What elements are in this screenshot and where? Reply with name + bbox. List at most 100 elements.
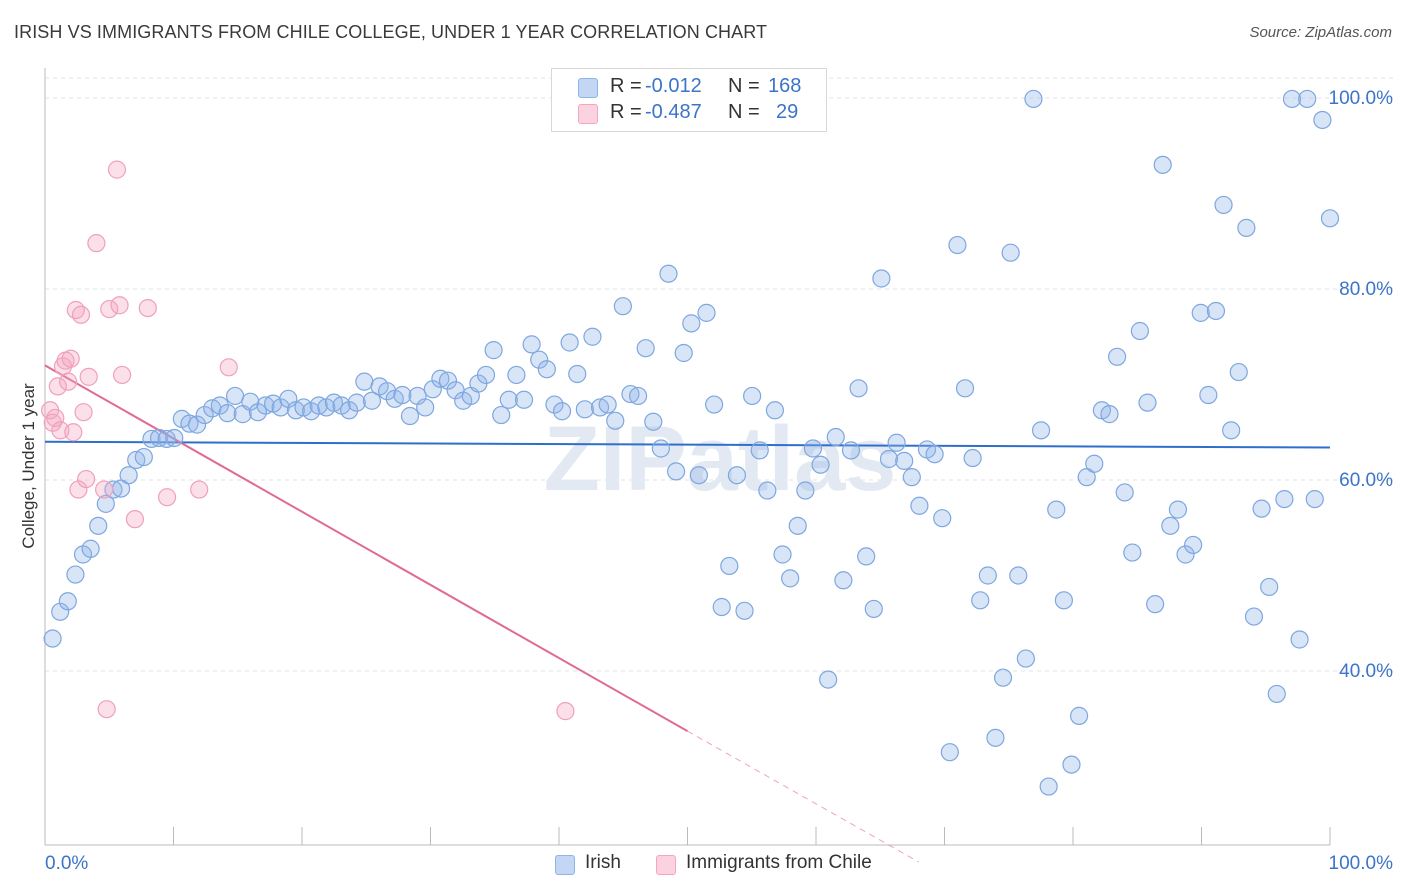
irish-point [1260,577,1279,597]
irish-point [872,269,891,288]
chile-point [107,160,127,179]
irish-point [484,341,503,360]
irish-point [659,264,678,283]
irish-point [89,516,108,535]
axes [44,68,1331,846]
irish-point [1153,155,1172,174]
irish-point [1031,421,1051,440]
irish-point [727,466,747,485]
irish-point [682,314,701,333]
irish-point [788,516,807,535]
irish-point [66,565,85,584]
y-axis-label: College, Under 1 year [19,383,38,549]
irish-point [256,396,275,415]
irish-point [1199,385,1218,405]
irish-point [1039,777,1058,796]
irish-point [149,428,169,448]
chile-point [48,377,67,396]
irish-point [423,380,442,399]
irish-point [1123,543,1142,562]
chile-point [43,413,62,432]
irish-point [1222,421,1241,440]
irish-point [1001,243,1020,262]
irish-point [1009,566,1028,585]
irish-point [674,343,693,363]
irish-point [986,728,1005,747]
irish-point [545,395,564,414]
chile-point [59,372,78,391]
irish-point [1290,630,1309,649]
irish-point [948,235,967,255]
irish-point [796,481,815,500]
y-tick-label: 40.0% [1339,661,1393,682]
irish-point [758,481,777,500]
irish-point [841,441,861,460]
chile-point [138,299,157,318]
chile-point [112,365,132,385]
r-label: R = [610,75,642,97]
irish-point [773,545,792,564]
r-label: R = [610,101,642,123]
n-label: N = [728,75,760,97]
legend-row-irish: R = -0.012 N = 168 [552,75,826,101]
irish-point [165,428,184,448]
irish-point [583,327,602,346]
irish-point [971,591,990,610]
irish-point [1214,195,1233,215]
irish-point [195,405,214,425]
irish-point [1069,706,1089,725]
irish-point [887,433,906,452]
chart-title: IRISH VS IMMIGRANTS FROM CHILE COLLEGE, … [14,22,768,42]
y-tick-label: 100.0% [1329,88,1394,109]
y-tick-label: 60.0% [1339,470,1393,491]
irish-point [1298,89,1317,109]
irish-point [1168,500,1188,519]
chile-point [61,349,80,368]
irish-point [187,415,207,434]
chile-point [556,702,575,721]
irish-point [560,333,579,352]
irish-point [340,401,359,420]
irish-point [1108,347,1127,366]
irish-point [1024,89,1043,109]
irish-point [963,448,982,468]
chile-point [219,358,238,377]
irish-point [781,569,800,588]
n-value: 168 [768,75,802,97]
grid-lines [45,77,1395,672]
irish-point [530,350,549,369]
watermark: ZIPatlas [544,408,897,510]
irish-point [834,571,853,590]
irish-point [819,670,838,689]
irish-point [119,466,138,485]
chile-swatch [578,104,598,124]
irish-point [1244,607,1264,626]
x-tick-label: 0.0% [45,853,88,874]
irish-point [347,393,366,412]
irish-point [1115,483,1134,502]
irish-point [940,743,959,762]
irish-point [933,509,952,528]
chile-point [97,700,116,719]
irish-point [735,601,754,620]
irish-point [803,439,823,458]
tick-labels: 40.0% 60.0% 80.0% 100.0% 0.0% 100.0% [45,88,1393,874]
irish-point [476,365,496,385]
irish-point [826,427,845,447]
irish-point [81,539,100,558]
legend-row-chile: R = -0.487 N = 29 [552,101,826,127]
irish-point [438,371,458,390]
irish-point [651,439,670,458]
irish-point [1062,755,1081,774]
irish-point [58,592,77,611]
chile-trend-extension [687,730,920,863]
irish-point [598,395,617,414]
irish-point [1313,110,1332,130]
irish-point [1229,362,1248,382]
irish-point [666,462,686,481]
irish-point [1320,209,1340,228]
irish-point [218,404,237,423]
irish-point [697,303,716,322]
n-label: N = [728,101,760,123]
irish-point [895,451,914,470]
